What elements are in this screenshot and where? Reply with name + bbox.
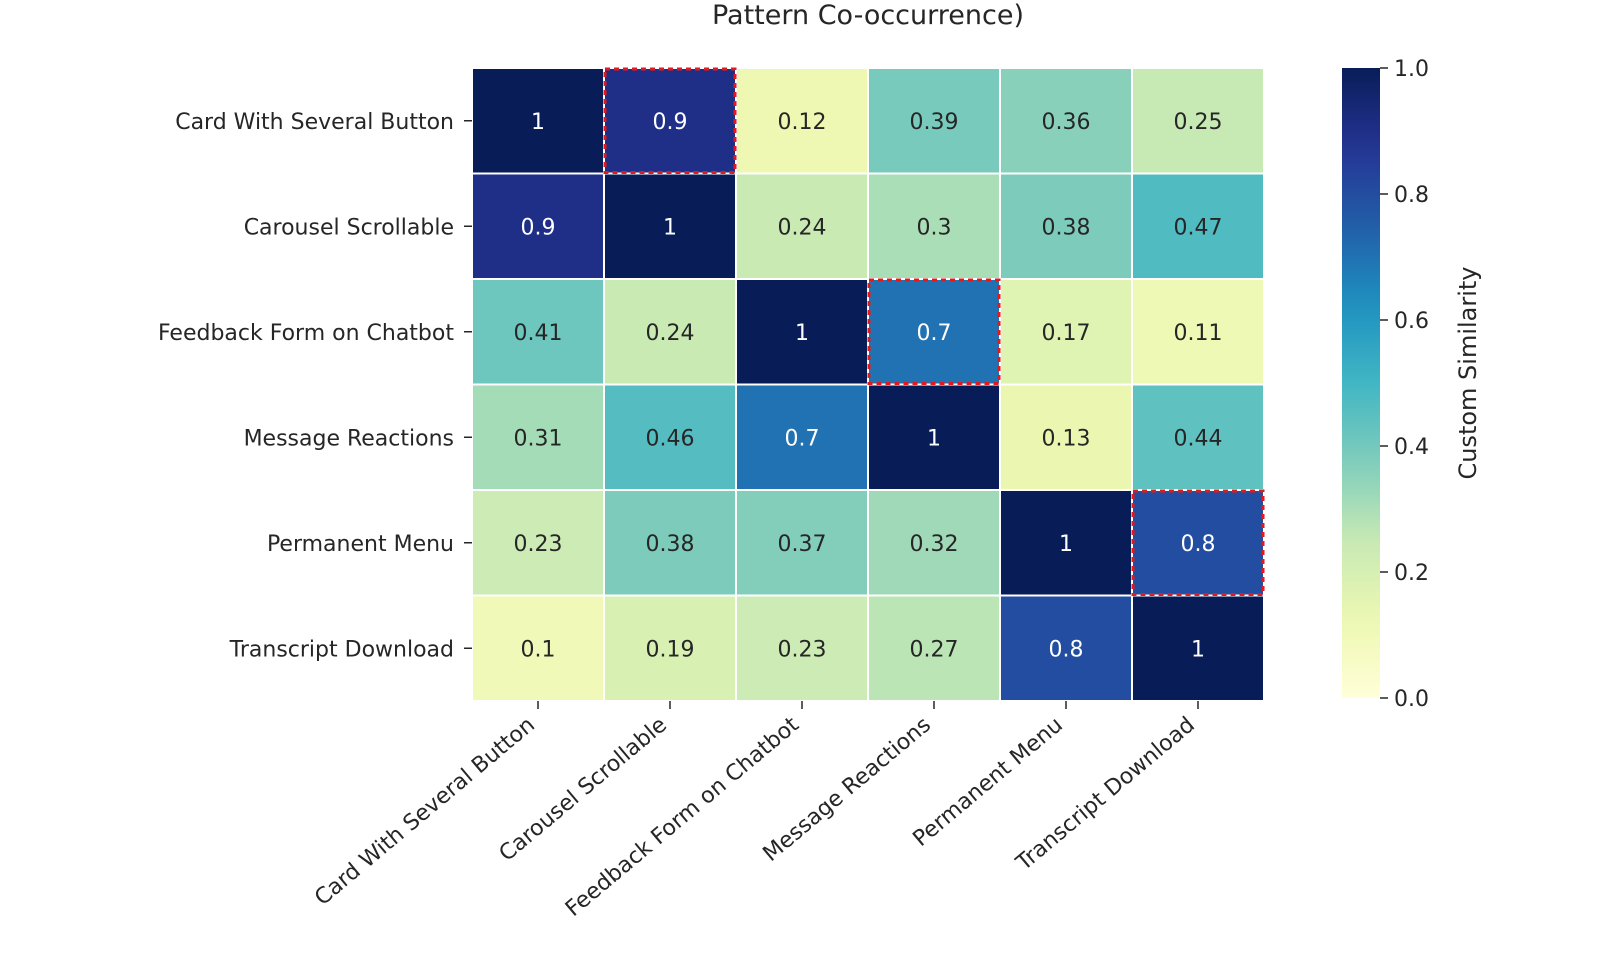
colorbar-tick-label-1: 0.2 <box>1394 561 1429 586</box>
heatmap-cell-r1-c3 <box>867 172 1001 280</box>
heatmap-cell-r5-c0 <box>471 594 605 702</box>
cell-value-label-r5-c4: 0.8 <box>1049 637 1084 662</box>
heatmap-cell-r0-c0 <box>471 67 605 175</box>
cell-value-label-r3-c0: 0.31 <box>514 426 563 451</box>
cell-value-label-r3-c3: 1 <box>927 426 941 451</box>
cell-value-label-r1-c2: 0.24 <box>778 215 827 240</box>
cell-value-label-r1-c4: 0.38 <box>1042 215 1091 240</box>
heatmap-cell-r4-c0 <box>471 489 605 597</box>
cell-value-label-r5-c0: 0.1 <box>521 637 556 662</box>
heatmap-cell-r5-c5 <box>1131 594 1265 702</box>
y-tick-label-1: Carousel Scrollable <box>244 215 454 240</box>
chart-title: Pattern Co-occurrence) <box>712 0 1024 31</box>
colorbar-tick-label-0: 0.0 <box>1394 687 1429 712</box>
cell-value-label-r1-c1: 1 <box>663 215 677 240</box>
colorbar-tick-label-5: 1.0 <box>1394 57 1429 82</box>
highlight-box-0 <box>603 67 737 174</box>
y-tick-label-4: Permanent Menu <box>267 532 454 557</box>
heatmap-cell-r0-c5 <box>1131 67 1265 175</box>
cell-value-label-r1-c5: 0.47 <box>1174 215 1223 240</box>
cell-value-label-r5-c1: 0.19 <box>646 637 695 662</box>
heatmap-cell-r4-c2 <box>735 489 869 597</box>
colorbar-tick-label-3: 0.6 <box>1394 309 1429 334</box>
y-axis: Card With Several Button Carousel Scrolla… <box>158 110 472 662</box>
cell-value-label-r2-c0: 0.41 <box>514 321 563 346</box>
x-tick-label-0: Card With Several Button <box>310 712 540 910</box>
heatmap-cell-r4-c3 <box>867 489 1001 597</box>
cell-value-label-r5-c5: 1 <box>1191 637 1205 662</box>
y-tick-label-3: Message Reactions <box>244 426 454 451</box>
cell-value-label-r4-c2: 0.37 <box>778 532 827 557</box>
cell-value-label-r2-c1: 0.24 <box>646 321 695 346</box>
colorbar-tick-label-2: 0.4 <box>1394 435 1429 460</box>
heatmap-cell-r3-c4 <box>999 383 1133 491</box>
cell-value-label-r3-c5: 0.44 <box>1174 426 1223 451</box>
cell-value-label-r4-c5: 0.8 <box>1181 532 1216 557</box>
colorbar-gradient <box>1342 68 1380 698</box>
cell-value-label-r0-c4: 0.36 <box>1042 110 1091 135</box>
cell-value-label-r4-c0: 0.23 <box>514 532 563 557</box>
cell-value-label-r4-c4: 1 <box>1059 532 1073 557</box>
heatmap-cell-r1-c5 <box>1131 172 1265 280</box>
heatmap-cell-r1-c1 <box>603 172 737 280</box>
heatmap-cell-r4-c4 <box>999 489 1133 597</box>
cell-value-label-r4-c3: 0.32 <box>910 532 959 557</box>
cell-value-label-r3-c1: 0.46 <box>646 426 695 451</box>
colorbar: 0.0 0.2 0.4 0.6 0.8 1.0 Custom Similarity <box>1342 57 1482 712</box>
cell-value-label-r5-c3: 0.27 <box>910 637 959 662</box>
cell-value-label-r2-c4: 0.17 <box>1042 321 1091 346</box>
cell-value-label-r2-c2: 1 <box>795 321 809 346</box>
cell-value-label-r2-c3: 0.7 <box>917 321 952 346</box>
heatmap-cell-r0-c1 <box>603 67 737 175</box>
heatmap-cell-r3-c5 <box>1131 383 1265 491</box>
x-tick-label-2: Feedback Form on Chatbot <box>561 712 804 922</box>
y-tick-label-5: Transcript Download <box>229 637 454 662</box>
highlight-box-2 <box>1131 489 1265 596</box>
heatmap-cells <box>471 67 1265 702</box>
colorbar-title: Custom Similarity <box>1454 266 1482 479</box>
heatmap-cell-r2-c5 <box>1131 278 1265 386</box>
heatmap-cell-r3-c2 <box>735 383 869 491</box>
heatmap-cell-r3-c1 <box>603 383 737 491</box>
heatmap-cell-r0-c2 <box>735 67 869 175</box>
y-tick-label-2: Feedback Form on Chatbot <box>158 321 454 346</box>
cell-value-label-r3-c4: 0.13 <box>1042 426 1091 451</box>
cell-value-label-r1-c0: 0.9 <box>521 215 556 240</box>
colorbar-ticks: 0.0 0.2 0.4 0.6 0.8 1.0 <box>1380 57 1429 712</box>
cell-value-label-r0-c5: 0.25 <box>1174 110 1223 135</box>
cell-value-label-r4-c1: 0.38 <box>646 532 695 557</box>
cell-value-label-r2-c5: 0.11 <box>1174 321 1223 346</box>
y-tick-label-0: Card With Several Button <box>175 110 454 135</box>
cell-value-label-r0-c2: 0.12 <box>778 110 827 135</box>
cell-value-label-r5-c2: 0.23 <box>778 637 827 662</box>
cell-value-label-r0-c3: 0.39 <box>910 110 959 135</box>
cell-value-label-r0-c0: 1 <box>531 110 545 135</box>
highlight-boxes <box>603 67 1265 596</box>
heatmap-cell-labels: 1 0.9 0.12 0.39 0.36 0.25 0.9 1 0.24 0.3 0.38 0.47 0… <box>514 110 1223 663</box>
highlight-box-1 <box>867 278 1001 385</box>
cell-value-label-r1-c3: 0.3 <box>917 215 952 240</box>
cell-value-label-r0-c1: 0.9 <box>653 110 688 135</box>
cell-value-label-r3-c2: 0.7 <box>785 426 820 451</box>
colorbar-tick-label-4: 0.8 <box>1394 183 1429 208</box>
heatmap-cell-r2-c1 <box>603 278 737 386</box>
heatmap-cell-r3-c0 <box>471 383 605 491</box>
